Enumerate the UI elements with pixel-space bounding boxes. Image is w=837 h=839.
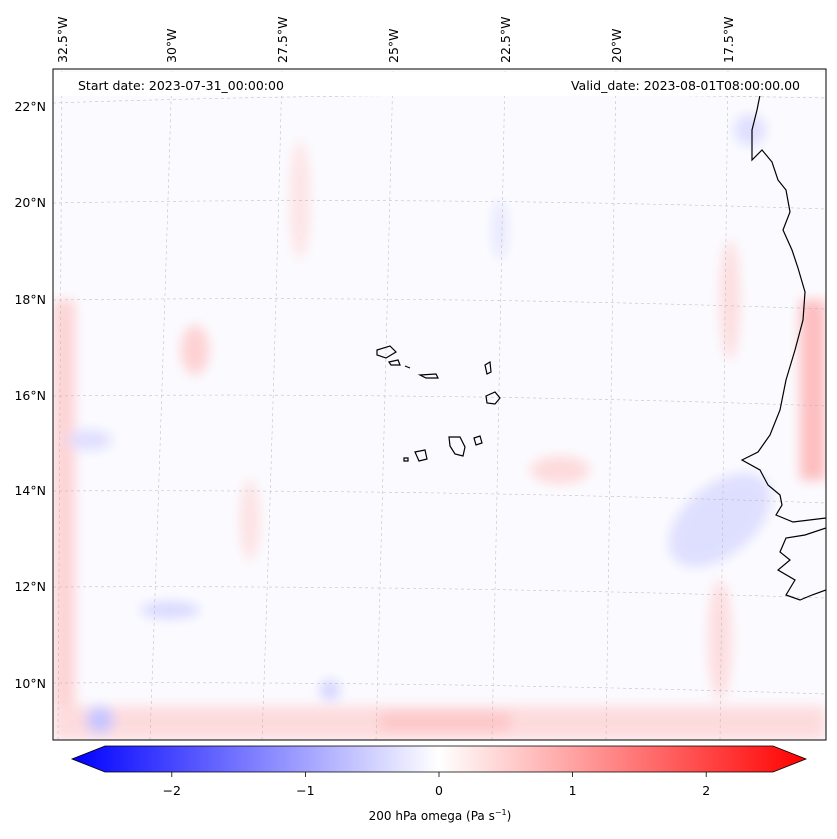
lon-label: 25°W bbox=[386, 28, 401, 63]
longitude-labels: 32.5°W 30°W 27.5°W 25°W 22.5°W 20°W 17.5… bbox=[55, 17, 736, 63]
lat-label: 18°N bbox=[14, 292, 46, 307]
colorbar-ticks: −2 −1 0 1 2 bbox=[163, 772, 710, 798]
valid-date-label: Valid_date: 2023-08-01T08:00:00.00 bbox=[571, 78, 800, 93]
colorbar-label: 200 hPa omega (Pa s−1) bbox=[369, 808, 512, 823]
lat-label: 20°N bbox=[14, 195, 46, 210]
annotation-band bbox=[54, 72, 826, 96]
lon-label: 22.5°W bbox=[498, 17, 513, 63]
colorbar-tick-label: 2 bbox=[702, 783, 710, 798]
lat-label: 12°N bbox=[14, 579, 46, 594]
lon-label: 32.5°W bbox=[55, 17, 70, 63]
lon-label: 27.5°W bbox=[275, 17, 290, 63]
colorbar-tick-label: 1 bbox=[569, 783, 577, 798]
colorbar: −2 −1 0 1 2 200 hPa omega (Pa s−1) bbox=[70, 745, 808, 823]
start-date-label: Start date: 2023-07-31_00:00:00 bbox=[78, 78, 284, 93]
cape-verde-islands bbox=[376, 345, 501, 462]
lat-label: 10°N bbox=[14, 676, 46, 691]
lon-label: 30°W bbox=[164, 28, 179, 63]
latitude-labels: 22°N 20°N 18°N 16°N 14°N 12°N 10°N bbox=[14, 99, 46, 691]
lat-label: 22°N bbox=[14, 99, 46, 114]
map-panel: Start date: 2023-07-31_00:00:00 Valid_da… bbox=[52, 68, 827, 741]
lon-label: 17.5°W bbox=[721, 17, 736, 63]
lat-label: 16°N bbox=[14, 388, 46, 403]
colorbar-body bbox=[70, 745, 808, 773]
lat-label: 14°N bbox=[14, 483, 46, 498]
colorbar-tick-label: −1 bbox=[296, 783, 314, 798]
lon-label: 20°W bbox=[609, 28, 624, 63]
colorbar-tick-label: −2 bbox=[163, 783, 181, 798]
colorbar-tick-label: 0 bbox=[435, 783, 443, 798]
african-coastline bbox=[740, 94, 826, 601]
